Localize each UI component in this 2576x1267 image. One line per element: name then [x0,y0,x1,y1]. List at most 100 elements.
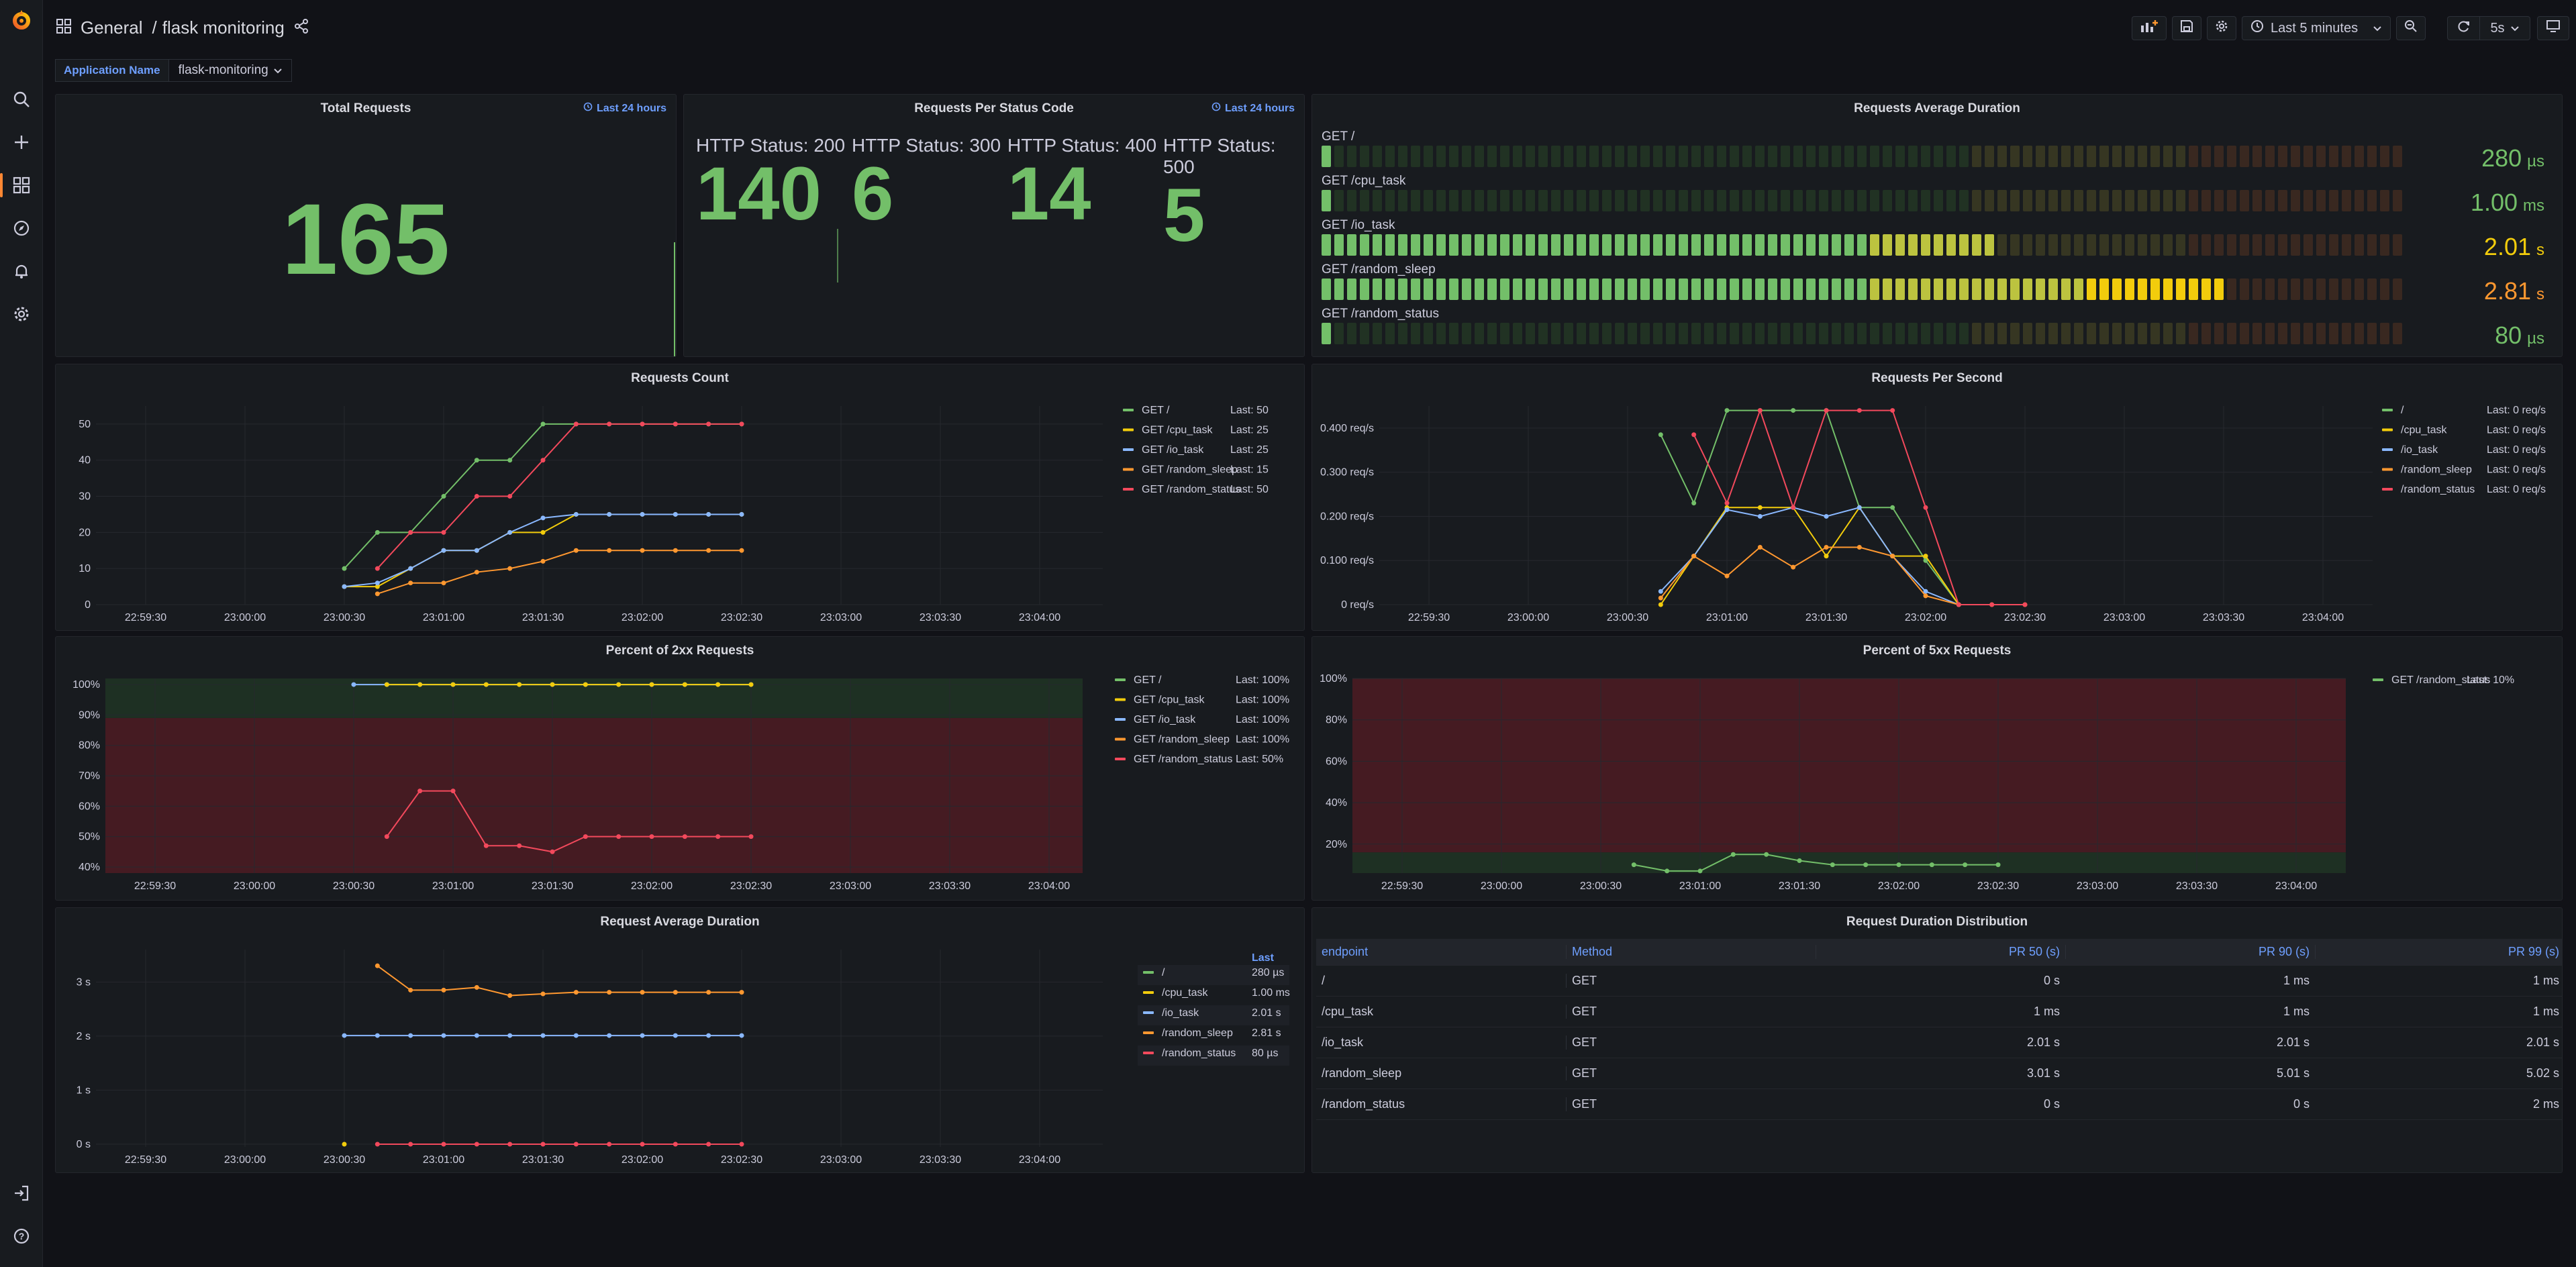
table-header-cell[interactable]: PR 99 (s) [2315,945,2562,959]
gauge-cell [2125,323,2134,344]
save-dashboard-button[interactable] [2172,16,2201,40]
breadcrumb-dashboard[interactable]: flask monitoring [162,17,285,38]
gauge-cell [1640,190,1650,211]
gauge-cell [2023,146,2032,167]
panel-requests-per-status-code[interactable]: Requests Per Status Code Last 24 hours H… [683,94,1305,357]
dashboard-settings-button[interactable] [2207,16,2236,40]
refresh-button[interactable] [2447,16,2479,40]
data-point [417,789,423,794]
gauge-cell [1449,278,1458,300]
gauge-cell [1347,234,1356,256]
share-icon[interactable] [294,17,309,38]
gauge-cell [1322,146,1331,167]
panel-percent-2xx[interactable]: Percent of 2xx Requests 22:59:30 23:00:00… [55,636,1305,901]
create-plus-icon[interactable] [9,130,34,154]
gauge-cell [1449,234,1458,256]
breadcrumb-separator: / [152,17,157,38]
table-row[interactable]: /random_sleep GET 3.01 s 5.01 s 5.02 s [1316,1058,2562,1089]
gauge-cell [1322,323,1331,344]
gauge-cell [1972,323,1981,344]
tv-mode-button[interactable] [2537,16,2569,40]
panel-request-duration-distribution[interactable]: Request Duration Distribution endpoint Me… [1311,907,2563,1173]
gauge-cell [2380,234,2389,256]
panel-requests-per-second[interactable]: Requests Per Second 22:59:30 23:00:00 23:0… [1311,364,2563,631]
gauge-cell [2393,234,2402,256]
table-header-cell[interactable]: PR 90 (s) [2065,945,2315,959]
gauge-track [1322,234,2416,256]
gauge-cell [2087,323,2096,344]
y-tick-label: 2 s [77,1031,91,1042]
x-tick-label: 23:01:30 [532,880,573,892]
panel-percent-5xx[interactable]: Percent of 5xx Requests 22:59:30 23:00:00… [1311,636,2563,901]
table-header-cell[interactable]: endpoint [1322,945,1369,958]
table-row[interactable]: /cpu_task GET 1 ms 1 ms 1 ms [1316,997,2562,1027]
data-point [739,990,744,995]
table-row[interactable]: /io_task GET 2.01 s 2.01 s 2.01 s [1316,1027,2562,1058]
data-point [351,682,356,687]
gauge-cell [1755,278,1765,300]
configuration-gear-icon[interactable] [9,302,34,326]
table-cell: 5.01 s [2276,1066,2310,1080]
panel-requests-average-duration[interactable]: Requests Average Duration GET / 280 µs GET … [1311,94,2563,357]
gauge-cell [1679,146,1688,167]
legend-series-name: GET /cpu_task [1142,425,1213,436]
gauge-cell [1347,190,1356,211]
table-row[interactable]: /random_status GET 0 s 0 s 2 ms [1316,1089,2562,1120]
explore-compass-icon[interactable] [9,216,34,240]
gauge-cell [2265,190,2275,211]
table-row[interactable]: / GET 0 s 1 ms 1 ms [1316,966,2562,997]
table-header-cell[interactable]: PR 50 (s) [1816,945,2065,959]
data-point [474,494,479,499]
data-point [1995,862,2001,868]
gauge-cell [1475,146,1484,167]
help-icon[interactable]: ? [9,1224,34,1248]
zoom-out-button[interactable] [2396,16,2426,40]
gauge-row-label: GET /io_task [1322,218,1395,232]
gauge-cell [1589,278,1599,300]
legend-swatch [2382,468,2393,471]
gauge-cell [1946,278,1956,300]
data-point [640,1142,645,1147]
sign-in-icon[interactable] [9,1181,34,1205]
gauge-cell [2342,190,2351,211]
search-icon[interactable] [9,87,34,111]
data-point [607,1142,612,1147]
gauge-cell [2316,190,2326,211]
gauge-cell [2291,234,2300,256]
table-cell: 0 s [2043,1097,2060,1111]
gauge-value: 280 µs [2481,144,2544,172]
x-tick-label: 23:02:00 [622,1154,663,1166]
time-override-link[interactable]: Last 24 hours [1211,102,1295,115]
alerting-bell-icon[interactable] [9,259,34,283]
gauge-cell [1551,278,1561,300]
refresh-interval-picker[interactable]: 5s [2479,16,2530,40]
dashboards-icon[interactable] [9,173,34,197]
x-tick-label: 23:00:00 [234,880,275,892]
add-panel-button[interactable] [2132,16,2167,40]
data-point [1856,408,1862,413]
data-point [640,990,645,995]
x-tick-label: 23:01:30 [1805,612,1847,623]
total-requests-value: 165 [281,183,450,295]
application-name-select[interactable]: flask-monitoring [168,59,292,82]
data-point [474,1142,479,1147]
table-header-cell[interactable]: Method [1566,945,1816,959]
time-override-link[interactable]: Last 24 hours [583,102,666,115]
gauge-cell [1589,234,1599,256]
grafana-logo-icon[interactable] [9,8,34,32]
breadcrumb-folder[interactable]: General [81,17,143,38]
panel-total-requests[interactable]: Total Requests Last 24 hours 165 [55,94,677,357]
gauge-cell [1513,146,1522,167]
threshold-band [1352,678,2346,853]
gauge-cell [1730,234,1739,256]
panel-request-average-duration[interactable]: Request Average Duration 22:59:30 23:00:0… [55,907,1305,1173]
gauge-cell [1602,278,1612,300]
panel-requests-count[interactable]: Requests Count 22:59:30 23:00:00 23:00:30 2… [55,364,1305,631]
chevron-down-icon [2373,21,2382,36]
time-range-picker[interactable]: Last 5 minutes [2242,16,2391,40]
legend-series-name: /random_status [1162,1048,1236,1059]
x-tick-label: 23:03:30 [2203,612,2244,623]
gauge-cell [1985,234,1994,256]
gauge-cell [1793,146,1803,167]
gauge-cell [1653,323,1663,344]
